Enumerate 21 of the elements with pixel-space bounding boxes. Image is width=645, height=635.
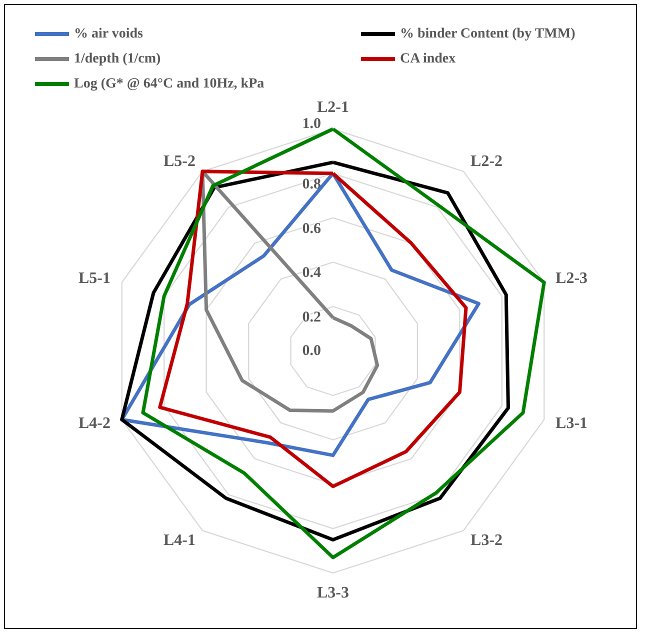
spoke-label: L2-2 xyxy=(470,153,503,170)
y-tick-label: 1.0 xyxy=(302,116,321,132)
spoke-label: L3-2 xyxy=(470,532,503,549)
spoke-label: L3-3 xyxy=(317,584,349,602)
spoke-label: L4-2 xyxy=(78,414,110,432)
legend-label: 1/depth (1/cm) xyxy=(74,52,162,66)
spoke-label: L2-3 xyxy=(556,270,588,288)
spoke-label: L4-1 xyxy=(163,532,196,549)
legend-label: % air voids xyxy=(74,26,144,42)
y-tick-label: 0.2 xyxy=(302,310,321,326)
spoke-label: L5-2 xyxy=(163,153,196,170)
legend-label: % binder Content (by TMM) xyxy=(400,26,576,42)
y-tick-label: 0.8 xyxy=(302,176,321,192)
legend-label: CA index xyxy=(400,52,456,66)
y-tick-label: 0.4 xyxy=(302,265,322,282)
y-tick-label: 0.6 xyxy=(302,220,322,237)
spoke-label: L5-1 xyxy=(78,270,110,288)
spoke-label: L3-1 xyxy=(556,414,588,432)
spoke-label: L2-1 xyxy=(317,99,349,116)
legend-label: Log (G* @ 64°C and 10Hz, kPa xyxy=(74,76,264,92)
y-tick-label: 0.0 xyxy=(302,343,321,359)
